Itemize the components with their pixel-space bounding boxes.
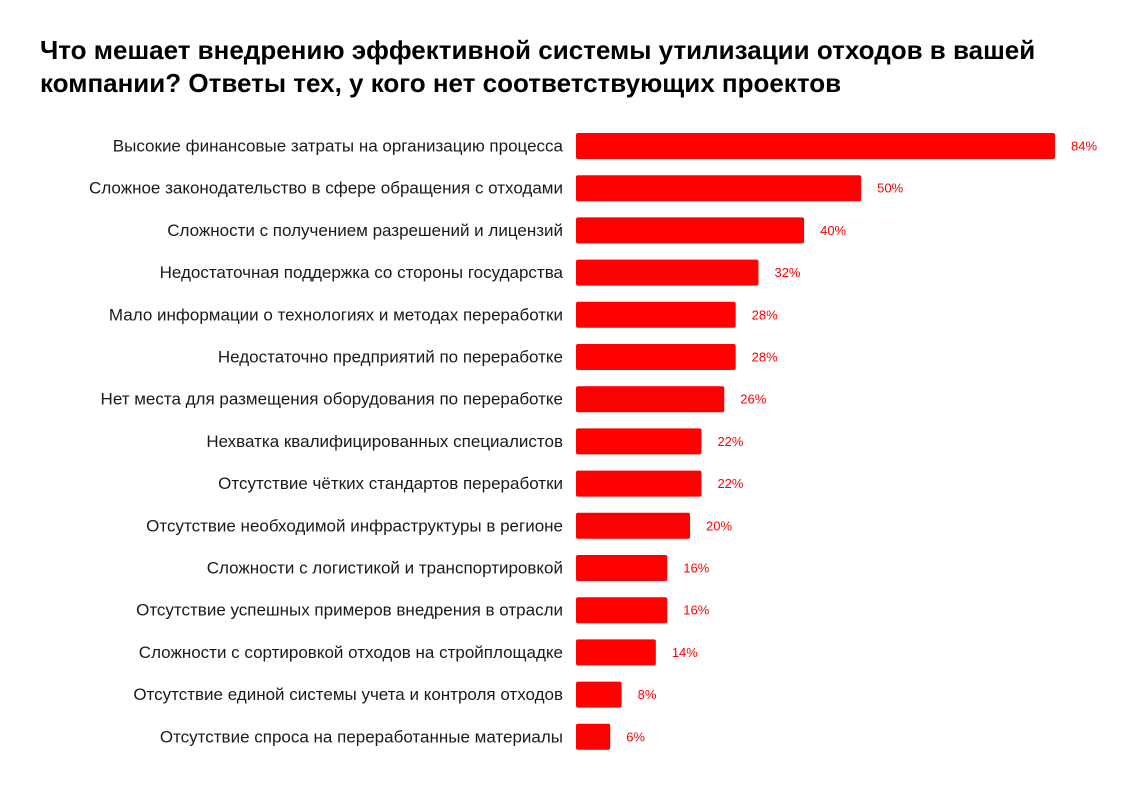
category-label: Высокие финансовые затраты на организаци… (113, 137, 564, 156)
category-label: Отсутствие необходимой инфраструктуры в … (146, 516, 563, 535)
bar (576, 175, 862, 202)
category-label: Сложности с логистикой и транспортировко… (207, 559, 563, 578)
bar (576, 217, 805, 244)
value-label: 28% (752, 307, 778, 322)
category-label: Сложности с получением разрешений и лице… (167, 221, 563, 240)
category-label: Сложности с сортировкой отходов на строй… (139, 643, 563, 662)
category-label: Сложное законодательство в сфере обращен… (89, 179, 563, 198)
bar (576, 344, 736, 370)
value-label: 16% (683, 603, 709, 618)
value-label: 32% (774, 265, 800, 280)
category-label: Отсутствие успешных примеров внедрения в… (136, 601, 563, 620)
bar (576, 259, 759, 286)
bar (576, 133, 1055, 159)
category-label: Нет места для размещения оборудования по… (101, 390, 563, 409)
bar (576, 301, 736, 328)
value-label: 8% (638, 687, 657, 702)
bar (576, 555, 668, 581)
value-label: 16% (683, 561, 709, 576)
bar (576, 470, 702, 497)
value-label: 14% (672, 645, 698, 660)
value-label: 20% (706, 518, 732, 533)
value-label: 28% (752, 350, 778, 365)
value-label: 22% (717, 434, 743, 449)
category-label: Отсутствие чётких стандартов переработки (218, 474, 563, 493)
category-label: Отсутствие единой системы учета и контро… (133, 685, 563, 704)
value-label: 50% (877, 181, 903, 196)
bar (576, 681, 622, 708)
bar (576, 639, 656, 666)
category-label: Мало информации о технологиях и методах … (109, 305, 563, 324)
bar (576, 428, 702, 455)
category-label: Отсутствие спроса на переработанные мате… (160, 727, 563, 746)
bar (576, 512, 691, 539)
value-label: 40% (820, 223, 846, 238)
category-label: Недостаточно предприятий по переработке (218, 348, 563, 367)
category-label: Нехватка квалифицированных специалистов (206, 432, 563, 451)
chart-title: Что мешает внедрению эффективной системы… (40, 35, 1036, 98)
value-label: 26% (740, 392, 766, 407)
value-label: 84% (1071, 139, 1097, 154)
bar (576, 386, 725, 413)
category-label: Недостаточная поддержка со стороны госуд… (160, 263, 564, 282)
bar (576, 597, 668, 624)
bar (576, 723, 611, 750)
value-label: 6% (626, 729, 645, 744)
value-label: 22% (717, 476, 743, 491)
